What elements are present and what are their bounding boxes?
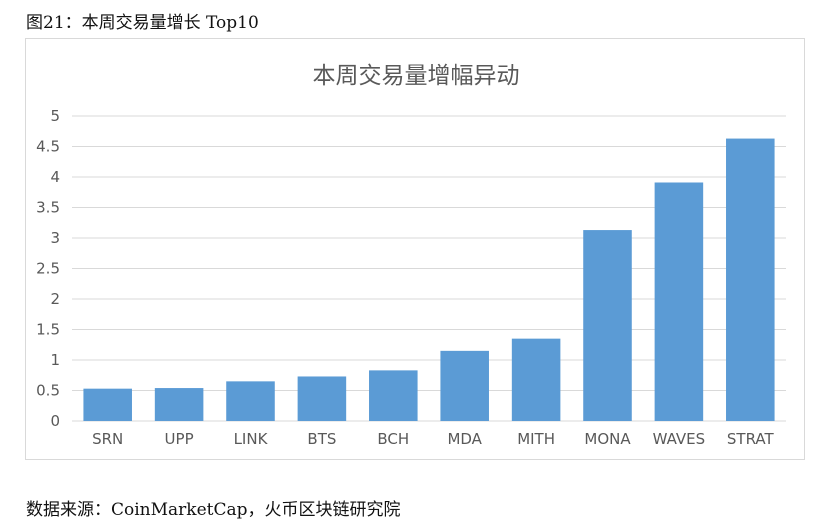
x-tick-label: MONA bbox=[584, 430, 631, 448]
bar-bch bbox=[369, 370, 418, 421]
x-tick-label: UPP bbox=[165, 430, 194, 448]
bars bbox=[83, 138, 775, 421]
y-tick-label: 0 bbox=[50, 412, 60, 430]
y-tick-label: 2.5 bbox=[36, 260, 60, 278]
chart-title: 本周交易量增幅异动 bbox=[313, 63, 520, 89]
y-axis-ticks: 0 0.5 1 1.5 2 2.5 3 3.5 4 4.5 5 bbox=[36, 107, 60, 430]
chart-frame: 本周交易量增幅异动 0 0.5 1 1.5 2 2.5 3 3.5 4 4.5 5 SRN UPP LI… bbox=[25, 38, 805, 460]
x-tick-label: WAVES bbox=[653, 430, 706, 448]
bar-link bbox=[226, 381, 275, 421]
bar-strat bbox=[726, 138, 775, 421]
x-tick-label: MDA bbox=[447, 430, 482, 448]
bar-mith bbox=[511, 338, 561, 421]
bar-srn bbox=[83, 388, 132, 421]
y-tick-label: 3 bbox=[50, 229, 60, 247]
x-axis-labels: SRN UPP LINK BTS BCH MDA MITH MONA WAVES STRAT bbox=[92, 430, 774, 448]
bar-mona bbox=[583, 230, 632, 421]
x-tick-label: LINK bbox=[234, 430, 269, 448]
y-tick-label: 3.5 bbox=[36, 199, 60, 217]
bar-waves bbox=[654, 182, 704, 421]
y-tick-label: 2 bbox=[50, 290, 60, 308]
figure-caption: 图21：本周交易量增长 Top10 bbox=[26, 13, 259, 33]
bar-upp bbox=[154, 388, 204, 421]
source-note: 数据来源：CoinMarketCap，火币区块链研究院 bbox=[26, 500, 401, 520]
y-tick-label: 4 bbox=[50, 168, 60, 186]
bar-chart: 本周交易量增幅异动 0 0.5 1 1.5 2 2.5 3 3.5 4 4.5 5 SRN UPP LI… bbox=[36, 63, 786, 448]
x-tick-label: MITH bbox=[517, 430, 555, 448]
x-tick-label: SRN bbox=[92, 430, 123, 448]
x-tick-label: BCH bbox=[377, 430, 409, 448]
y-tick-label: 0.5 bbox=[36, 382, 60, 400]
y-tick-label: 1.5 bbox=[36, 321, 60, 339]
y-tick-label: 5 bbox=[50, 107, 60, 125]
x-tick-label: STRAT bbox=[727, 430, 775, 448]
y-tick-label: 1 bbox=[50, 351, 60, 369]
bar-mda bbox=[440, 350, 489, 421]
bar-bts bbox=[297, 376, 347, 421]
y-tick-label: 4.5 bbox=[36, 138, 60, 156]
x-tick-label: BTS bbox=[307, 430, 336, 448]
